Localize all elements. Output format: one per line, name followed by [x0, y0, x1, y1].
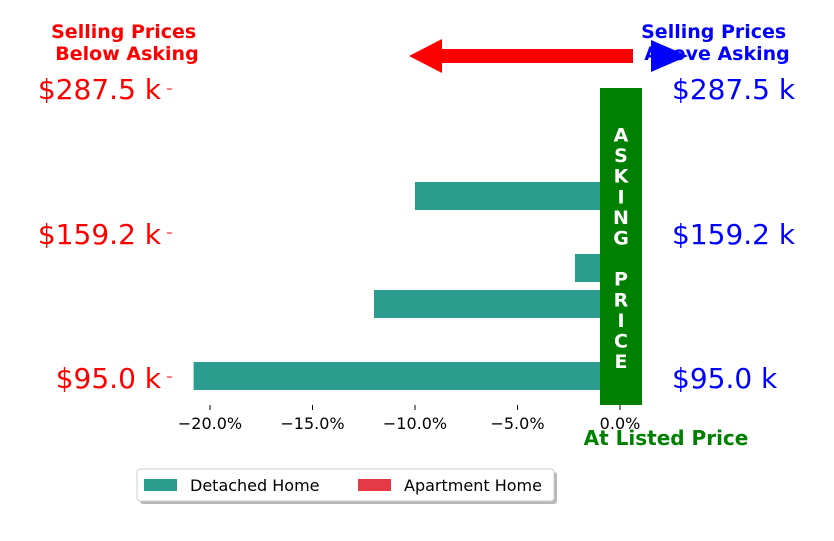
x-tick-label-2: −10.0%: [383, 414, 447, 433]
legend-swatch-detached: [144, 479, 177, 491]
legend-box: [136, 468, 555, 502]
bar-detached-5: [374, 290, 620, 318]
asking-price-letter-2: K: [614, 166, 630, 188]
x-tick-label-4: 0.0%: [600, 414, 641, 433]
left-price-label-bottom: $95.0 k: [56, 362, 162, 395]
bar-detached-7: [193, 362, 620, 390]
asking-price-band: [600, 88, 642, 405]
below-asking-title: Selling Prices Below Asking: [51, 21, 203, 65]
right-price-label-top: $287.5 k: [672, 73, 796, 106]
x-tick-label-1: −15.0%: [280, 414, 344, 433]
legend-label-apartment: Apartment Home: [404, 476, 542, 495]
asking-price-letter-11: E: [615, 351, 628, 373]
listed-price-label: At Listed Price: [584, 426, 749, 450]
asking-price-letter-7: P: [614, 269, 628, 291]
bar-detached-2: [415, 182, 620, 210]
asking-price-letter-0: A: [614, 125, 629, 147]
arrow-right-icon: [651, 40, 688, 72]
asking-price-letter-1: S: [614, 145, 628, 167]
right-price-label-bottom: $95.0 k: [672, 362, 778, 395]
above-asking-title: Selling Prices Above Asking: [641, 21, 793, 65]
asking-price-letter-8: R: [614, 289, 629, 311]
x-tick-label-3: −5.0%: [490, 414, 544, 433]
asking-price-letter-5: G: [613, 228, 629, 250]
bars-group: [193, 110, 633, 390]
legend-label-detached: Detached Home: [190, 476, 320, 495]
right-price-label-middle: $159.2 k: [672, 218, 796, 251]
legend: Detached Home Apartment Home: [136, 468, 557, 504]
legend-swatch-apartment: [358, 479, 391, 491]
above-asking-title-line-1: Selling Prices: [641, 21, 786, 43]
above-asking-title-line-2: Above Asking: [644, 43, 790, 65]
asking-price-letter-10: C: [614, 331, 628, 353]
asking-price-letter-9: I: [617, 310, 624, 332]
left-price-label-top: $287.5 k: [38, 73, 162, 106]
below-asking-title-line-1: Selling Prices: [51, 21, 196, 43]
asking-price-letter-4: N: [613, 207, 629, 229]
left-price-label-middle: $159.2 k: [38, 218, 162, 251]
x-axis: −20.0% −15.0% −10.0% −5.0% 0.0%: [178, 405, 640, 433]
x-tick-label-0: −20.0%: [178, 414, 242, 433]
below-asking-title-line-2: Below Asking: [55, 43, 198, 65]
asking-price-letter-3: I: [617, 186, 624, 208]
arrow-left-icon: [409, 39, 633, 73]
